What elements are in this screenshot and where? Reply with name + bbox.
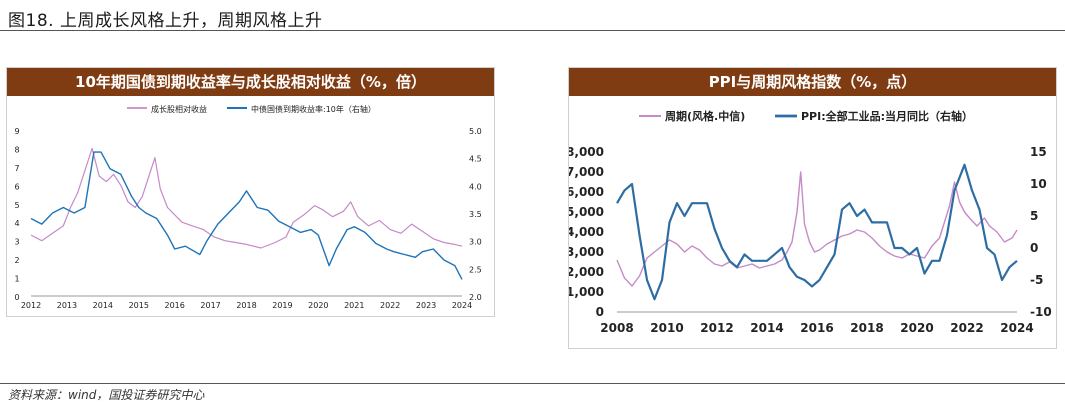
x-tick-label: 2024 [452,301,472,310]
y-right-tick-label: 10 [1030,177,1047,191]
source-note: 资料来源：wind，国投证券研究中心 [8,388,205,402]
y-right-tick-label: 4.0 [469,182,482,191]
series-line-1 [30,147,463,249]
y-left-tick-label: 3,000 [569,245,604,259]
y-left-tick-label: 6 [14,182,19,191]
chart-panel-right: PPI与周期风格指数（%，点） 2008 2010 2012 2014 2016 2018… [568,67,1057,349]
chart-title-right: PPI与周期风格指数（%，点） [569,68,1056,96]
y-left-tick-label: 5,000 [569,205,604,219]
x-tick-label: 2020 [308,301,328,310]
y-right-tick-label: 4.5 [469,155,482,164]
y-right-tick-label: 0 [1030,241,1038,255]
chart-panel-left: 10年期国债到期收益率与成长股相对收益（%，倍） 2012 2013 2014 201… [6,67,495,317]
y-right-tick-label: 15 [1030,145,1047,159]
y-left-tick-label: 0 [596,305,604,319]
legend-label: PPI:全部工业品:当月同比（右轴） [801,109,973,123]
x-tick-label: 2014 [93,301,113,310]
x-tick-label: 2017 [200,301,220,310]
y-right-tick-label: -5 [1030,273,1043,287]
ppi-cycle-chart: 2008 2010 2012 2014 2016 2018 2020 2022 2024 0 1,0… [569,109,1052,335]
y-left-tick-label: 7 [14,164,19,173]
y-left-tick-label: 1,000 [569,285,604,299]
x-tick-label: 2010 [650,321,683,335]
y-right-tick-label: 2.0 [469,293,482,302]
x-tick-label: 2015 [129,301,149,310]
y-right-tick-label: 3.0 [469,238,482,247]
x-tick-label: 2022 [380,301,400,310]
y-right-tick-label: 5 [1030,209,1038,223]
legend-label: 成长股相对收益 [151,104,207,114]
bottom-divider [0,383,1065,384]
x-tick-label: 2016 [164,301,184,310]
y-right-tick-label: -10 [1030,305,1052,319]
figure-title: 图18. 上周成长风格上升，周期风格上升 [8,11,323,31]
y-left-tick-label: 2 [14,256,19,265]
x-tick-label: 2016 [800,321,833,335]
y-right-tick-label: 5.0 [469,127,482,136]
y-left-tick-label: 0 [14,293,19,302]
x-tick-label: 2012 [21,301,41,310]
y-left-tick-label: 4,000 [569,225,604,239]
x-tick-label: 2013 [57,301,77,310]
x-tick-label: 2022 [950,321,983,335]
series-line-2 [30,151,463,280]
top-divider [0,30,1065,31]
x-tick-label: 2020 [900,321,933,335]
chart-title-left: 10年期国债到期收益率与成长股相对收益（%，倍） [7,68,494,96]
series-line-1 [616,171,1018,287]
y-left-tick-label: 8,000 [569,145,604,159]
y-left-tick-label: 2,000 [569,265,604,279]
y-left-tick-label: 8 [14,145,19,154]
legend-label: 周期(风格.中信) [665,109,745,123]
y-left-tick-label: 5 [14,201,19,210]
series-line-2 [616,163,1018,301]
y-left-tick-label: 7,000 [569,165,604,179]
y-left-tick-label: 1 [14,275,19,284]
x-tick-label: 2008 [600,321,633,335]
y-left-tick-label: 3 [14,238,19,247]
x-tick-label: 2018 [850,321,883,335]
x-tick-label: 2021 [344,301,364,310]
bond-yield-growth-chart: 2012 2013 2014 2015 2016 2017 2018 2019 2020 2021… [14,104,482,310]
x-tick-label: 2024 [1000,321,1033,335]
y-left-tick-label: 6,000 [569,185,604,199]
y-left-tick-label: 9 [14,127,19,136]
y-left-tick-label: 4 [14,219,19,228]
x-tick-label: 2019 [272,301,292,310]
x-tick-label: 2012 [700,321,733,335]
y-right-tick-label: 2.5 [469,265,482,274]
x-tick-label: 2014 [750,321,783,335]
legend-label: 中债国债到期收益率:10年（右轴） [251,104,376,114]
x-tick-label: 2023 [416,301,436,310]
x-tick-label: 2018 [236,301,256,310]
y-right-tick-label: 3.5 [469,210,482,219]
